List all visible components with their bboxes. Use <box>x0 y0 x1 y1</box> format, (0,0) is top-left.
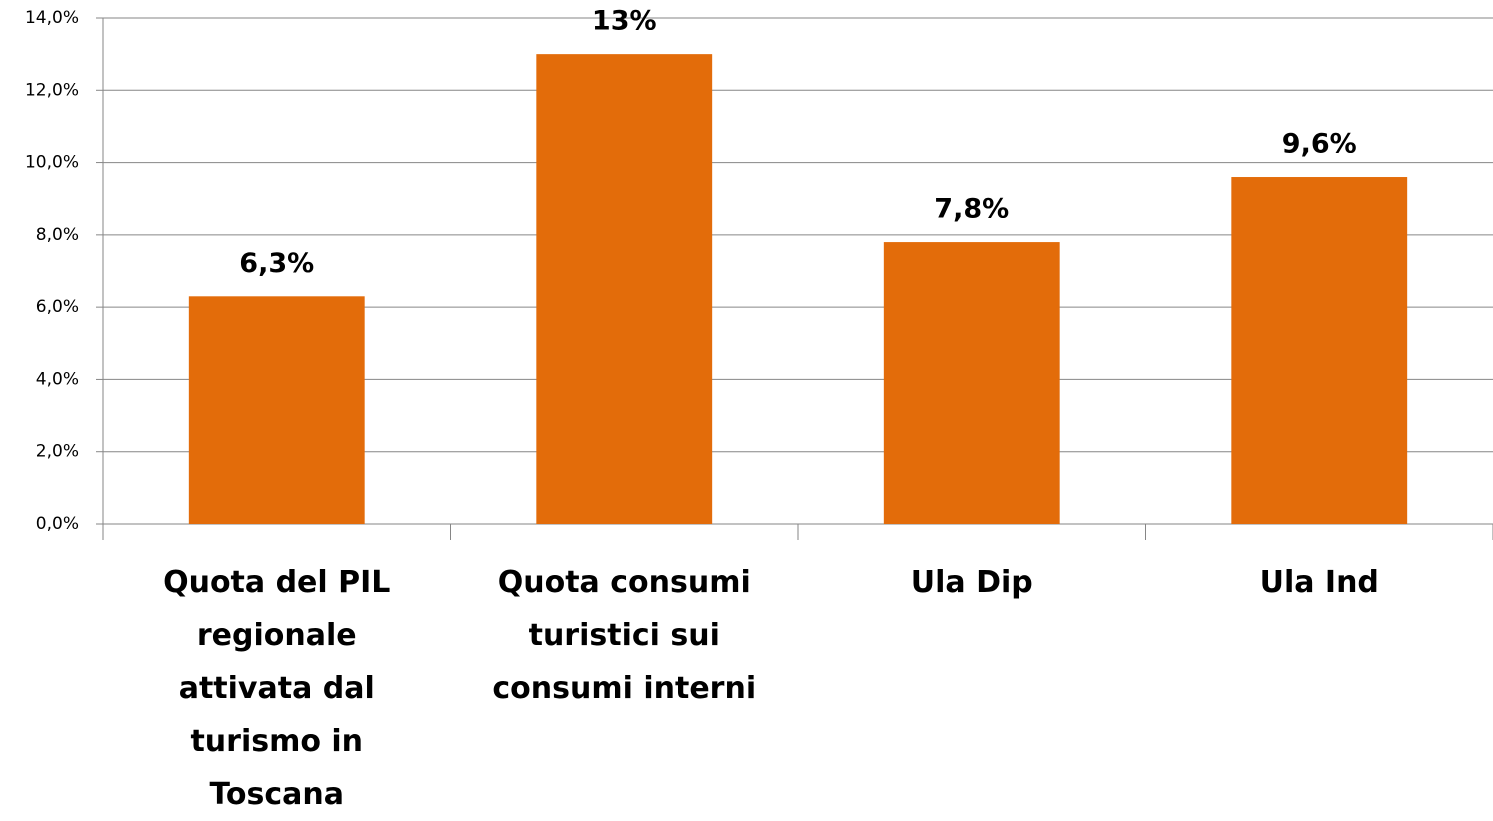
y-tick-label: 8,0% <box>36 225 79 245</box>
y-tick-label: 4,0% <box>36 369 79 389</box>
y-tick-label: 12,0% <box>25 80 79 100</box>
bar <box>1231 177 1408 524</box>
x-tick-label: Quota consumi turistici sui consumi inte… <box>492 565 757 706</box>
value-label: 13% <box>592 6 657 37</box>
y-tick-label: 10,0% <box>25 153 79 173</box>
y-tick-label: 6,0% <box>36 297 79 317</box>
bar <box>883 242 1060 525</box>
bar <box>536 54 713 525</box>
x-tick-label: Ula Dip <box>910 565 1033 600</box>
x-tick-label: Ula Ind <box>1259 565 1379 600</box>
y-tick-label: 14,0% <box>25 8 79 28</box>
page: 0,0% 2,0% 4,0% 6,0% 8,0% 10,0% 12,0% 14,0% 6,3% 1… <box>24 5 1493 812</box>
y-tick-label: 2,0% <box>36 442 79 462</box>
value-label: 7,8% <box>934 194 1009 225</box>
y-tick-label: 0,0% <box>36 514 79 534</box>
value-label: 9,6% <box>1282 129 1357 160</box>
value-label: 6,3% <box>239 248 314 279</box>
chart: 0,0% 2,0% 4,0% 6,0% 8,0% 10,0% 12,0% 14,0% 6,3% 1… <box>25 6 1493 540</box>
x-tick-label: Quota del PIL regionale attivata dal tur… <box>163 565 391 812</box>
bar <box>188 296 365 524</box>
